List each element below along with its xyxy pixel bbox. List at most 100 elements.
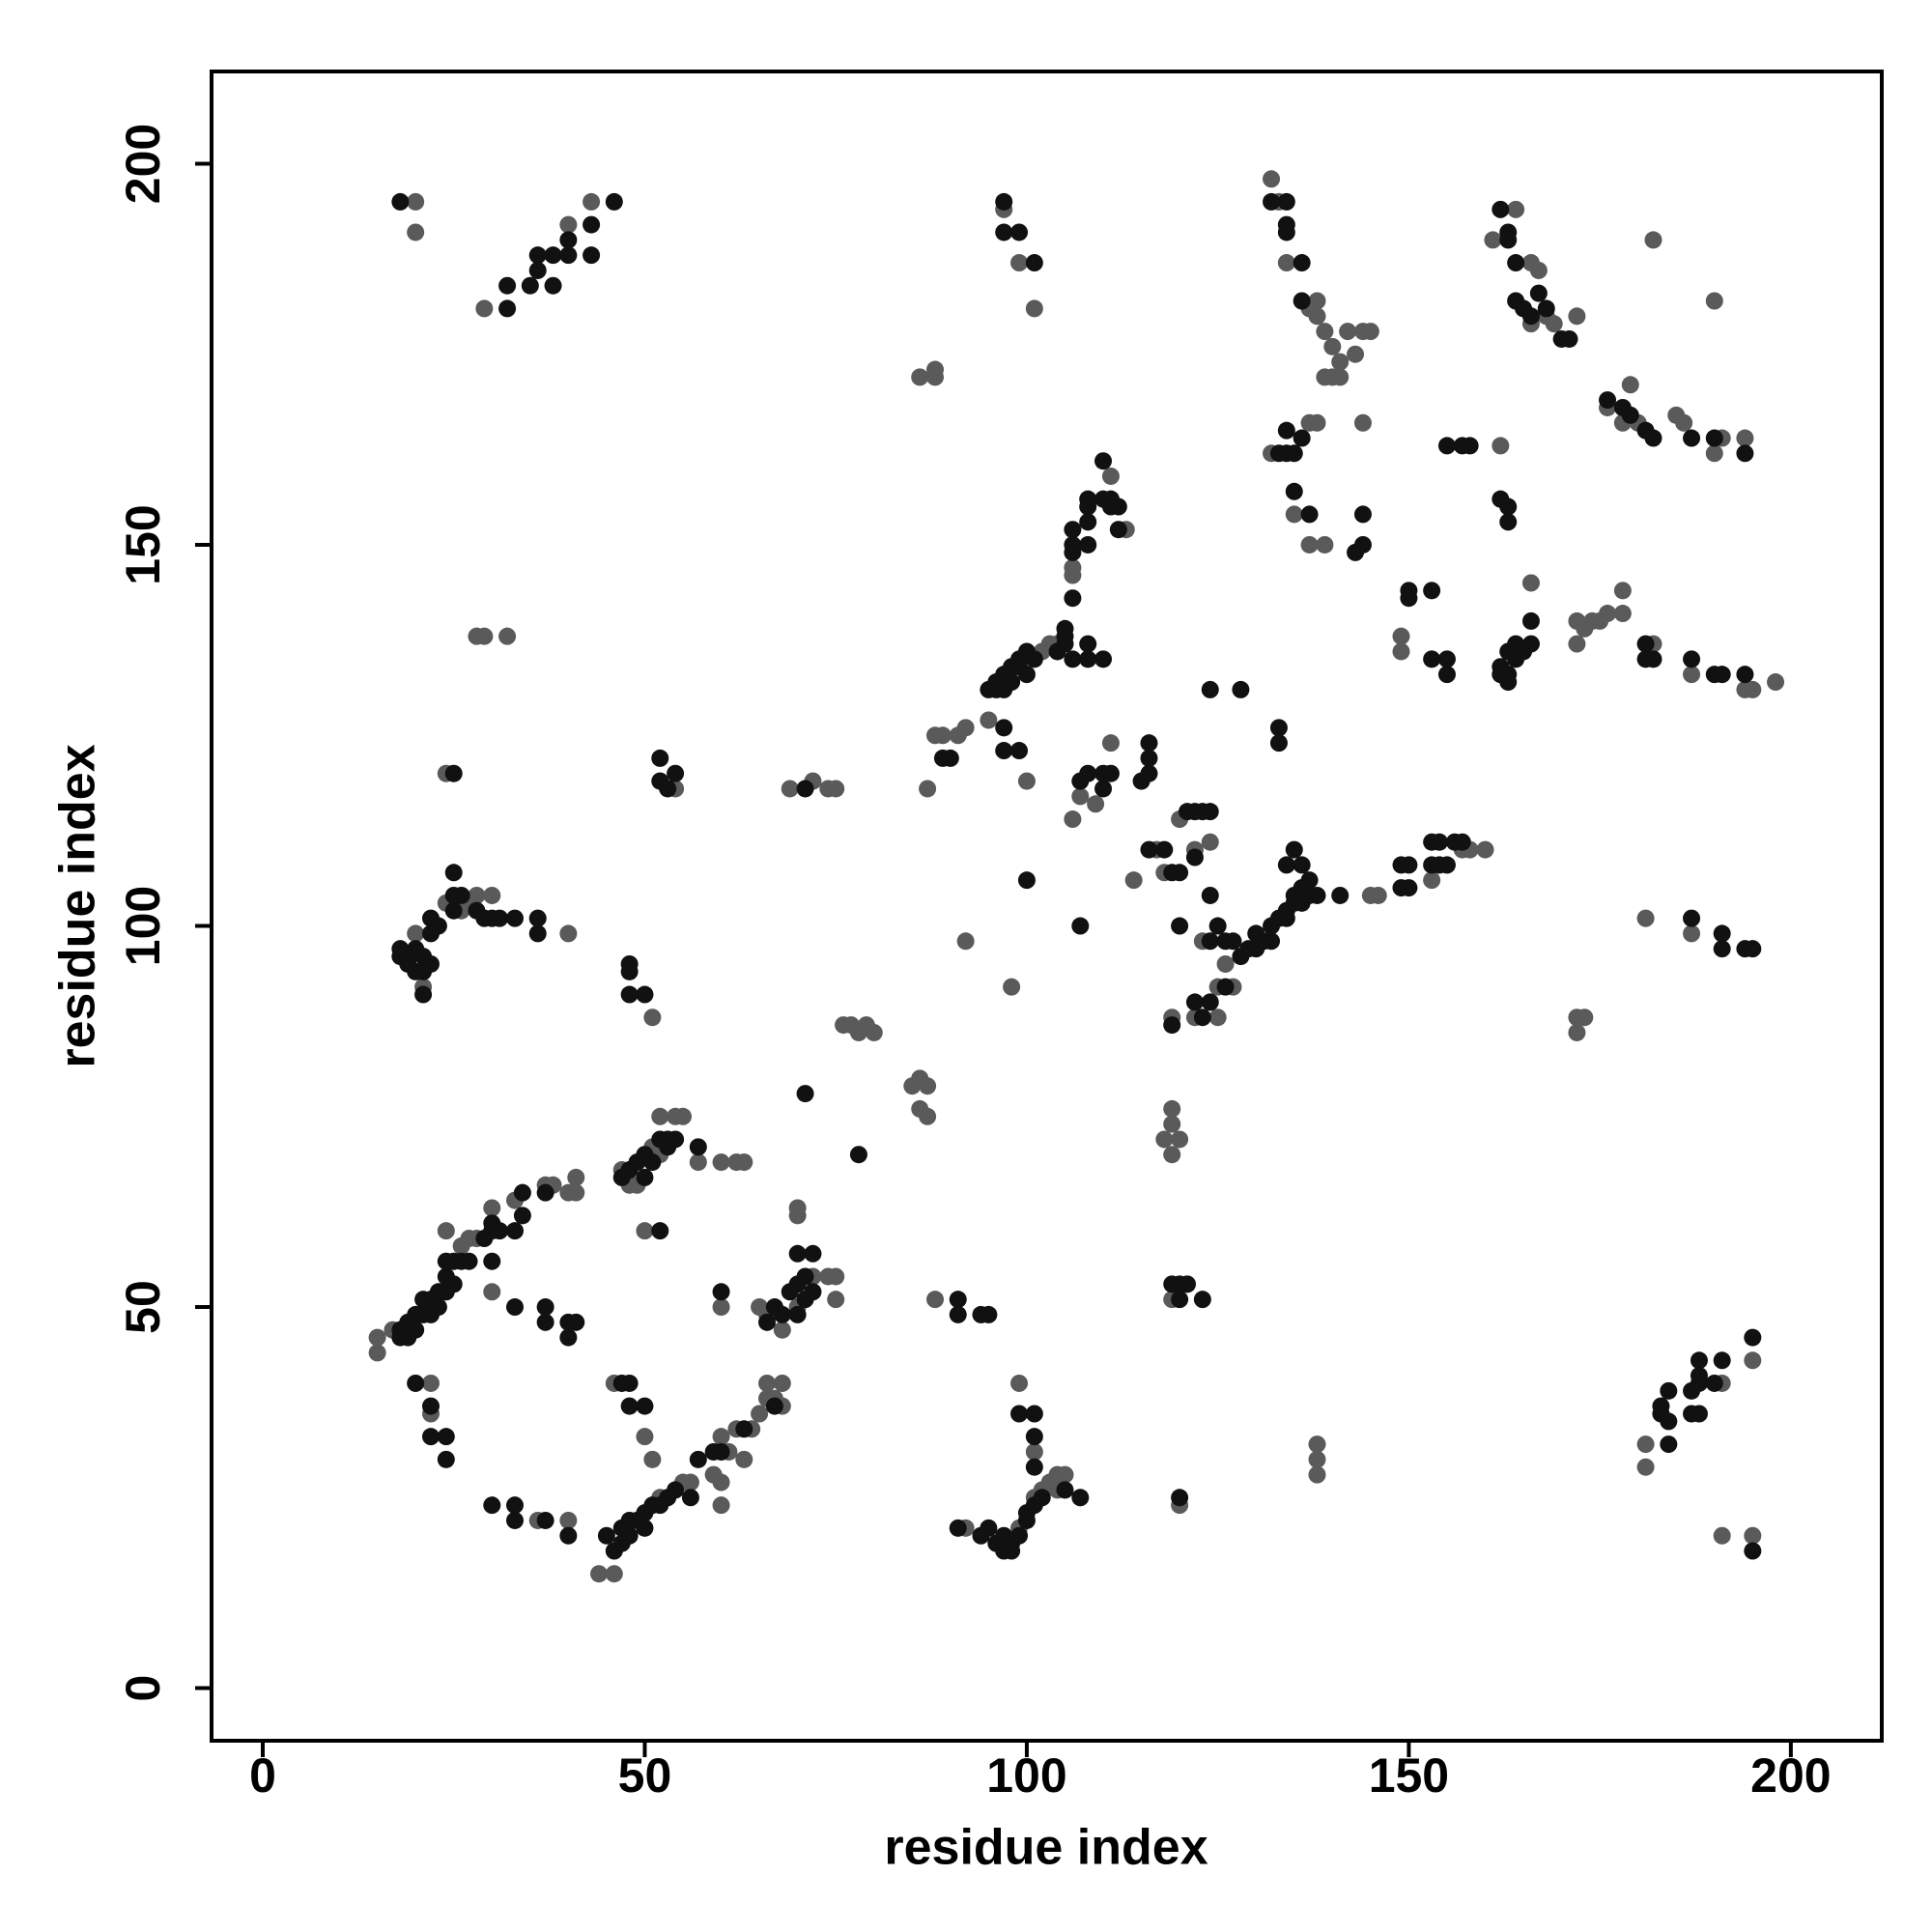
scatter-point bbox=[1316, 368, 1334, 386]
scatter-point bbox=[1109, 497, 1127, 516]
scatter-point bbox=[1163, 1016, 1181, 1035]
scatter-point bbox=[1437, 856, 1456, 874]
scatter-point bbox=[1064, 650, 1082, 668]
scatter-point bbox=[1300, 871, 1319, 890]
scatter-point bbox=[1400, 856, 1418, 874]
scatter-point bbox=[1224, 932, 1242, 951]
scatter-point bbox=[1094, 452, 1113, 470]
scatter-point bbox=[1423, 650, 1441, 668]
scatter-point bbox=[559, 231, 578, 249]
scatter-point bbox=[643, 1009, 662, 1027]
scatter-point bbox=[1484, 231, 1502, 249]
scatter-point bbox=[1353, 505, 1372, 524]
scatter-point bbox=[1064, 566, 1082, 584]
scatter-point bbox=[1636, 1458, 1655, 1476]
scatter-point bbox=[1003, 978, 1021, 996]
scatter-point bbox=[1736, 666, 1754, 684]
scatter-point bbox=[1713, 1526, 1731, 1545]
x-tick-label: 150 bbox=[1369, 1748, 1449, 1803]
scatter-point bbox=[1613, 582, 1632, 600]
scatter-point bbox=[712, 1298, 730, 1317]
scatter-point bbox=[1652, 1397, 1670, 1415]
scatter-point bbox=[1521, 635, 1540, 653]
scatter-point bbox=[919, 780, 937, 798]
scatter-point bbox=[1064, 810, 1082, 829]
scatter-point bbox=[483, 1252, 501, 1270]
scatter-point bbox=[788, 1244, 807, 1263]
scatter-point bbox=[689, 1153, 707, 1172]
scatter-point bbox=[1521, 307, 1540, 326]
scatter-point bbox=[1017, 772, 1036, 790]
scatter-point bbox=[995, 719, 1013, 737]
scatter-point bbox=[407, 1374, 425, 1392]
scatter-point bbox=[498, 276, 517, 295]
scatter-point bbox=[1056, 635, 1074, 653]
scatter-point bbox=[804, 1244, 822, 1263]
scatter-point bbox=[437, 1450, 455, 1468]
scatter-point bbox=[1140, 734, 1158, 753]
scatter-point bbox=[559, 924, 578, 943]
scatter-point bbox=[712, 1473, 730, 1492]
scatter-point bbox=[429, 917, 447, 935]
x-tick-label: 100 bbox=[986, 1748, 1066, 1803]
scatter-point bbox=[620, 1526, 639, 1545]
scatter-point bbox=[1660, 1435, 1678, 1454]
scatter-point bbox=[1025, 299, 1043, 318]
scatter-point bbox=[475, 627, 494, 645]
scatter-point bbox=[1293, 254, 1311, 272]
scatter-point bbox=[605, 192, 623, 211]
scatter-point bbox=[483, 1283, 501, 1301]
scatter-point bbox=[620, 1397, 639, 1415]
scatter-point bbox=[1308, 292, 1326, 310]
scatter-point bbox=[567, 1168, 585, 1186]
scatter-point bbox=[1636, 635, 1655, 653]
scatter-point bbox=[1308, 1450, 1326, 1468]
scatter-point bbox=[781, 780, 799, 798]
scatter-point bbox=[1216, 954, 1235, 973]
scatter-point bbox=[475, 299, 494, 318]
scatter-point bbox=[659, 780, 677, 798]
scatter-point bbox=[1568, 1009, 1586, 1027]
scatter-point bbox=[1690, 1405, 1708, 1423]
scatter-point bbox=[827, 1267, 845, 1286]
scatter-point bbox=[452, 886, 470, 904]
scatter-point bbox=[1079, 490, 1097, 508]
scatter-point bbox=[1744, 680, 1762, 698]
scatter-point bbox=[491, 909, 509, 927]
scatter-point bbox=[1437, 437, 1456, 455]
y-tick-label: 200 bbox=[116, 124, 170, 204]
scatter-point bbox=[1079, 513, 1097, 531]
scatter-point bbox=[796, 1267, 814, 1286]
scatter-point bbox=[1277, 192, 1295, 211]
scatter-point bbox=[1453, 833, 1471, 851]
scatter-point bbox=[1690, 1351, 1708, 1370]
scatter-point bbox=[620, 962, 639, 980]
scatter-point bbox=[528, 246, 547, 265]
scatter-point bbox=[444, 764, 463, 782]
scatter-point bbox=[1736, 429, 1754, 447]
scatter-point bbox=[1171, 917, 1189, 935]
scatter-point bbox=[1683, 924, 1701, 943]
scatter-point bbox=[1675, 413, 1693, 432]
scatter-point bbox=[483, 1496, 501, 1515]
scatter-point bbox=[919, 1107, 937, 1125]
scatter-point bbox=[651, 749, 669, 767]
scatter-point bbox=[1269, 734, 1288, 753]
scatter-point bbox=[1705, 1374, 1723, 1392]
scatter-point bbox=[758, 1374, 777, 1392]
scatter-point bbox=[1285, 505, 1303, 524]
scatter-point bbox=[444, 1275, 463, 1293]
scatter-point bbox=[689, 1138, 707, 1156]
scatter-point bbox=[1010, 742, 1029, 760]
scatter-point bbox=[712, 1153, 730, 1172]
scatter-point bbox=[636, 1397, 654, 1415]
points-layer bbox=[368, 170, 1785, 1583]
scatter-point bbox=[1071, 1489, 1090, 1507]
scatter-point bbox=[1636, 1435, 1655, 1454]
scatter-point bbox=[1744, 1542, 1762, 1560]
scatter-point bbox=[1690, 1374, 1708, 1392]
scatter-point bbox=[1300, 535, 1319, 554]
scatter-point bbox=[1339, 323, 1357, 341]
scatter-point bbox=[1599, 605, 1617, 623]
scatter-point bbox=[1140, 749, 1158, 767]
